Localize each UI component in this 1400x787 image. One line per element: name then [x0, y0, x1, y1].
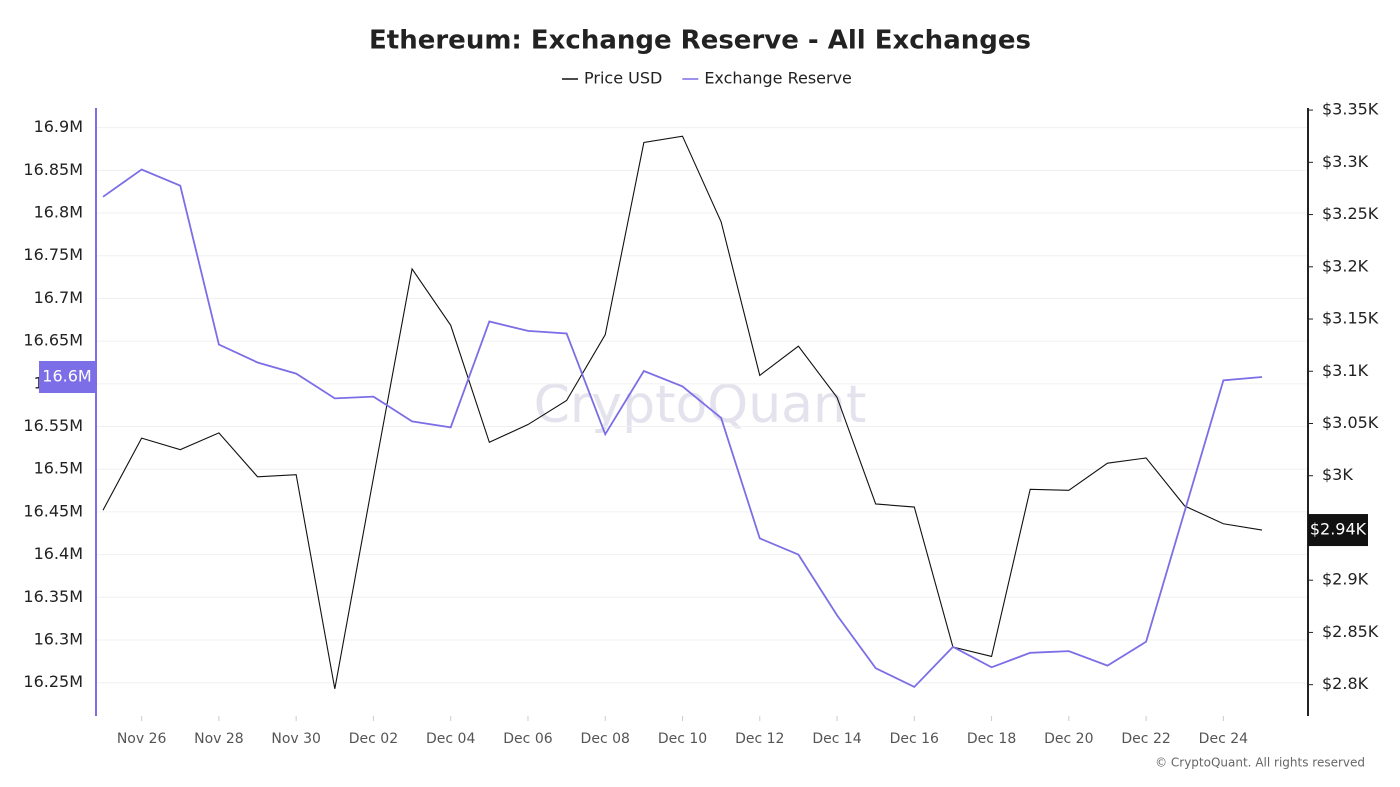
y2-tick-label: $3.05K — [1322, 413, 1379, 432]
y-tick-label: 16.8M — [34, 203, 83, 222]
x-tick-label: Dec 04 — [426, 731, 475, 747]
x-tick-label: Dec 12 — [735, 731, 784, 747]
y2-tick-label: $3.35K — [1322, 100, 1379, 119]
y2-tick-label: $3.25K — [1322, 204, 1379, 223]
series-line — [102, 168, 1263, 689]
y2-tick-label: $2.8K — [1322, 674, 1369, 693]
y2-tick-label: $3.2K — [1322, 256, 1369, 275]
y2-tick-label: $3.3K — [1322, 152, 1369, 171]
x-tick-label: Dec 08 — [581, 731, 630, 747]
legend-label: Price USD — [584, 69, 662, 88]
y-tick-label: 16.85M — [23, 160, 83, 179]
y-tick-label: 16.65M — [23, 331, 83, 350]
y-tick-label: 16.75M — [23, 245, 83, 264]
y2-tick-label: $3.15K — [1322, 309, 1379, 328]
last-value-label: 16.6M — [42, 366, 91, 385]
y-tick-label: 16.45M — [23, 501, 83, 520]
y-tick-label: 16.5M — [34, 459, 83, 478]
watermark: CryptoQuant — [534, 375, 867, 435]
x-tick-label: Dec 24 — [1199, 731, 1248, 747]
x-tick-label: Dec 06 — [503, 731, 552, 747]
last-value-badge — [1308, 514, 1368, 547]
y2-tick-label: $3.1K — [1322, 361, 1369, 380]
y-tick-label: 16.4M — [34, 544, 83, 563]
x-tick-label: Dec 14 — [812, 731, 861, 747]
chart-title: Ethereum: Exchange Reserve - All Exchang… — [369, 26, 1031, 56]
y2-tick-label: $2.9K — [1322, 570, 1369, 589]
y-tick-label: 16.7M — [34, 288, 83, 307]
y-tick-label: 16.25M — [23, 672, 83, 691]
x-tick-label: Dec 02 — [349, 731, 398, 747]
y2-tick-label: $2.85K — [1322, 622, 1379, 641]
y-tick-label: 16.35M — [23, 587, 83, 606]
y-tick-label: 16.55M — [23, 416, 83, 435]
x-tick-label: Nov 30 — [271, 731, 321, 747]
x-tick-label: Dec 10 — [658, 731, 707, 747]
y-tick-label: 16.3M — [34, 630, 83, 649]
last-value-label: $2.94K — [1310, 520, 1367, 539]
y2-tick-label: $3K — [1322, 465, 1353, 484]
x-tick-label: Nov 28 — [194, 731, 244, 747]
series-line — [102, 135, 1263, 689]
last-value-badge — [39, 360, 96, 393]
x-tick-label: Dec 18 — [967, 731, 1016, 747]
legend-label: Exchange Reserve — [704, 69, 852, 88]
x-tick-label: Nov 26 — [117, 731, 167, 747]
x-tick-label: Dec 16 — [890, 731, 939, 747]
y-tick-label: 16.9M — [34, 117, 83, 136]
x-tick-label: Dec 20 — [1044, 731, 1093, 747]
credit: © CryptoQuant. All rights reserved — [1155, 756, 1365, 770]
x-tick-label: Dec 22 — [1121, 731, 1170, 747]
